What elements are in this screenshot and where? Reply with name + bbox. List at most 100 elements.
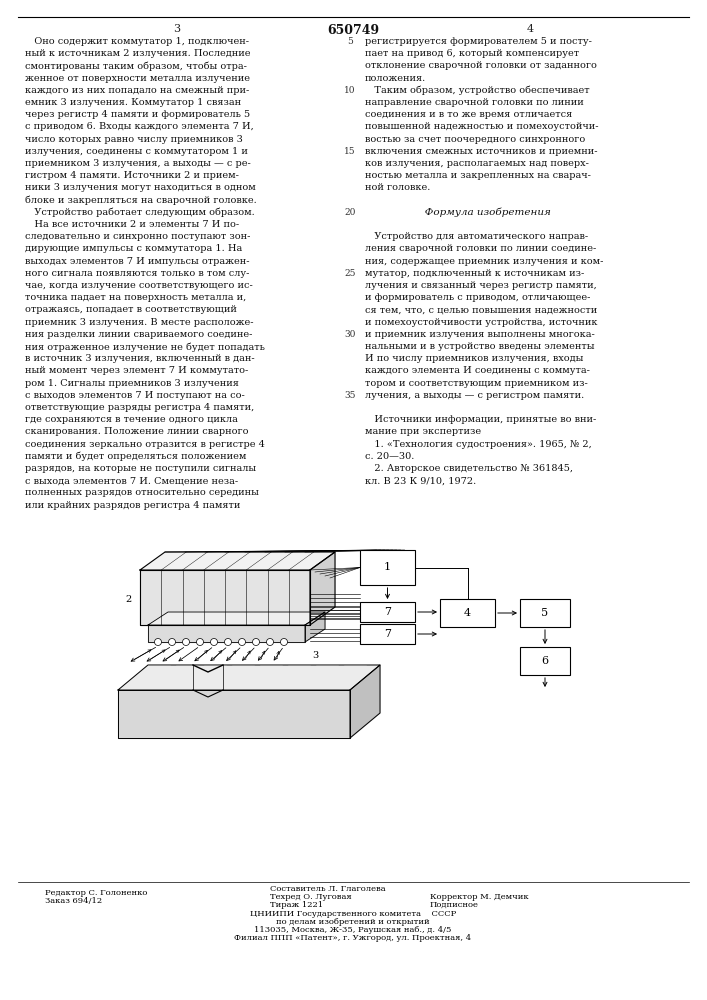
Text: 5: 5 <box>347 37 353 46</box>
Text: с приводом 6. Входы каждого элемента 7 И,: с приводом 6. Входы каждого элемента 7 И… <box>25 122 254 131</box>
Text: Формула изобретения: Формула изобретения <box>415 208 551 217</box>
Text: излучения, соединены с коммутатором 1 и: излучения, соединены с коммутатором 1 и <box>25 147 248 156</box>
Circle shape <box>155 639 161 646</box>
Text: женное от поверхности металла излучение: женное от поверхности металла излучение <box>25 74 250 83</box>
Polygon shape <box>305 612 325 642</box>
Text: каждого элемента И соединены с коммута-: каждого элемента И соединены с коммута- <box>365 366 590 375</box>
Text: следовательно и синхронно поступают зон-: следовательно и синхронно поступают зон- <box>25 232 250 241</box>
Text: На все источники 2 и элементы 7 И по-: На все источники 2 и элементы 7 И по- <box>25 220 239 229</box>
Text: 20: 20 <box>344 208 356 217</box>
Text: ния, содержащее приемник излучения и ком-: ния, содержащее приемник излучения и ком… <box>365 257 603 266</box>
Text: 2: 2 <box>125 595 131 604</box>
Text: блоке и закрепляться на сварочной головке.: блоке и закрепляться на сварочной головк… <box>25 196 257 205</box>
Circle shape <box>168 639 175 646</box>
Text: ЦНИИПИ Государственного комитета    СССР: ЦНИИПИ Государственного комитета СССР <box>250 910 456 918</box>
Bar <box>360 602 415 622</box>
Polygon shape <box>140 570 310 625</box>
Text: приемник 3 излучения. В месте расположе-: приемник 3 излучения. В месте расположе- <box>25 318 254 327</box>
Text: ления сварочной головки по линии соедине-: ления сварочной головки по линии соедине… <box>365 244 596 253</box>
Circle shape <box>252 639 259 646</box>
Text: 7: 7 <box>384 629 391 639</box>
Text: ного сигнала появляются только в том слу-: ного сигнала появляются только в том слу… <box>25 269 250 278</box>
Text: с выходов элементов 7 И поступают на со-: с выходов элементов 7 И поступают на со- <box>25 391 245 400</box>
Bar <box>520 599 570 627</box>
Circle shape <box>182 639 189 646</box>
Text: ответствующие разряды регистра 4 памяти,: ответствующие разряды регистра 4 памяти, <box>25 403 255 412</box>
Text: или крайних разрядов регистра 4 памяти: или крайних разрядов регистра 4 памяти <box>25 501 240 510</box>
Text: Оно содержит коммутатор 1, подключен-: Оно содержит коммутатор 1, подключен- <box>25 37 249 46</box>
Text: Редактор С. Голоненко: Редактор С. Голоненко <box>45 889 147 897</box>
Bar <box>520 647 570 675</box>
Text: Подписное: Подписное <box>430 901 479 909</box>
Text: Тираж 1221: Тираж 1221 <box>270 901 323 909</box>
Text: ники 3 излучения могут находиться в одном: ники 3 излучения могут находиться в одно… <box>25 183 256 192</box>
Text: полненных разрядов относительно середины: полненных разрядов относительно середины <box>25 488 259 497</box>
Text: 7: 7 <box>384 607 391 617</box>
Polygon shape <box>118 690 350 738</box>
Text: включения смежных источников и приемни-: включения смежных источников и приемни- <box>365 147 597 156</box>
Text: пает на привод 6, который компенсирует: пает на привод 6, который компенсирует <box>365 49 579 58</box>
Text: 10: 10 <box>344 86 356 95</box>
Text: ния разделки линии свариваемого соедине-: ния разделки линии свариваемого соедине- <box>25 330 252 339</box>
Text: 35: 35 <box>344 391 356 400</box>
Polygon shape <box>148 625 305 642</box>
Text: И по числу приемников излучения, входы: И по числу приемников излучения, входы <box>365 354 583 363</box>
Text: Источники информации, принятые во вни-: Источники информации, принятые во вни- <box>365 415 596 424</box>
Text: Филиал ППП «Патент», г. Ужгород, ул. Проектная, 4: Филиал ППП «Патент», г. Ужгород, ул. Про… <box>235 934 472 942</box>
Text: 3: 3 <box>312 650 318 660</box>
Circle shape <box>211 639 218 646</box>
Text: отражаясь, попадает в соответствующий: отражаясь, попадает в соответствующий <box>25 305 237 314</box>
Text: кл. В 23 К 9/10, 1972.: кл. В 23 К 9/10, 1972. <box>365 476 477 485</box>
Bar <box>360 624 415 644</box>
Text: ков излучения, располагаемых над поверх-: ков излучения, располагаемых над поверх- <box>365 159 589 168</box>
Text: 5: 5 <box>542 608 549 618</box>
Text: выходах элементов 7 И импульсы отражен-: выходах элементов 7 И импульсы отражен- <box>25 257 250 266</box>
Text: смонтированы таким образом, чтобы отра-: смонтированы таким образом, чтобы отра- <box>25 61 247 71</box>
Text: в источник 3 излучения, включенный в дан-: в источник 3 излучения, включенный в дан… <box>25 354 255 363</box>
Text: Составитель Л. Глаголева: Составитель Л. Глаголева <box>270 885 385 893</box>
Text: востью за счет поочередного синхронного: востью за счет поочередного синхронного <box>365 135 585 144</box>
Text: 4: 4 <box>527 24 534 34</box>
Text: 30: 30 <box>344 330 356 339</box>
Text: соединения зеркально отразится в регистре 4: соединения зеркально отразится в регистр… <box>25 440 265 449</box>
Text: ной головке.: ной головке. <box>365 183 431 192</box>
Text: соединения и в то же время отличается: соединения и в то же время отличается <box>365 110 572 119</box>
Polygon shape <box>310 552 335 625</box>
Text: и помехоустойчивости устройства, источник: и помехоустойчивости устройства, источни… <box>365 318 597 327</box>
Text: 15: 15 <box>344 147 356 156</box>
Text: памяти и будет определяться положением: памяти и будет определяться положением <box>25 452 246 461</box>
Polygon shape <box>350 665 380 738</box>
Text: мание при экспертизе: мание при экспертизе <box>365 427 481 436</box>
Text: мутатор, подключенный к источникам из-: мутатор, подключенный к источникам из- <box>365 269 584 278</box>
Text: с. 20—30.: с. 20—30. <box>365 452 414 461</box>
Text: Формула изобретения: Формула изобретения <box>365 208 489 217</box>
Text: где сохраняются в течение одного цикла: где сохраняются в течение одного цикла <box>25 415 238 424</box>
Bar <box>360 550 415 585</box>
Text: 2. Авторское свидетельство № 361845,: 2. Авторское свидетельство № 361845, <box>365 464 573 473</box>
Text: Устройство для автоматического направ-: Устройство для автоматического направ- <box>365 232 588 241</box>
Circle shape <box>281 639 288 646</box>
Text: положения.: положения. <box>365 74 426 83</box>
Text: дирующие импульсы с коммутатора 1. На: дирующие импульсы с коммутатора 1. На <box>25 244 243 253</box>
Circle shape <box>225 639 231 646</box>
Polygon shape <box>118 665 380 690</box>
Text: точника падает на поверхность металла и,: точника падает на поверхность металла и, <box>25 293 246 302</box>
Text: лучения, а выходы — с регистром памяти.: лучения, а выходы — с регистром памяти. <box>365 391 584 400</box>
Text: сканирования. Положение линии сварного: сканирования. Положение линии сварного <box>25 427 248 436</box>
Circle shape <box>238 639 245 646</box>
Text: Корректор М. Демчик: Корректор М. Демчик <box>430 893 529 901</box>
Text: и формирователь с приводом, отличающее-: и формирователь с приводом, отличающее- <box>365 293 590 302</box>
Text: разрядов, на которые не поступили сигналы: разрядов, на которые не поступили сигнал… <box>25 464 256 473</box>
Polygon shape <box>148 612 325 625</box>
Text: 3: 3 <box>173 24 180 34</box>
Text: 113035, Москва, Ж-35, Раушская наб., д. 4/5: 113035, Москва, Ж-35, Раушская наб., д. … <box>255 926 452 934</box>
Text: 6: 6 <box>542 656 549 666</box>
Text: тором и соответствующим приемником из-: тором и соответствующим приемником из- <box>365 379 588 388</box>
Text: с выхода элементов 7 И. Смещение неза-: с выхода элементов 7 И. Смещение неза- <box>25 476 238 485</box>
Text: Заказ 694/12: Заказ 694/12 <box>45 897 102 905</box>
Text: через регистр 4 памяти и формирователь 5: через регистр 4 памяти и формирователь 5 <box>25 110 250 119</box>
Circle shape <box>197 639 204 646</box>
Bar <box>440 599 495 627</box>
Text: лучения и связанный через регистр памяти,: лучения и связанный через регистр памяти… <box>365 281 597 290</box>
Text: гистром 4 памяти. Источники 2 и прием-: гистром 4 памяти. Источники 2 и прием- <box>25 171 239 180</box>
